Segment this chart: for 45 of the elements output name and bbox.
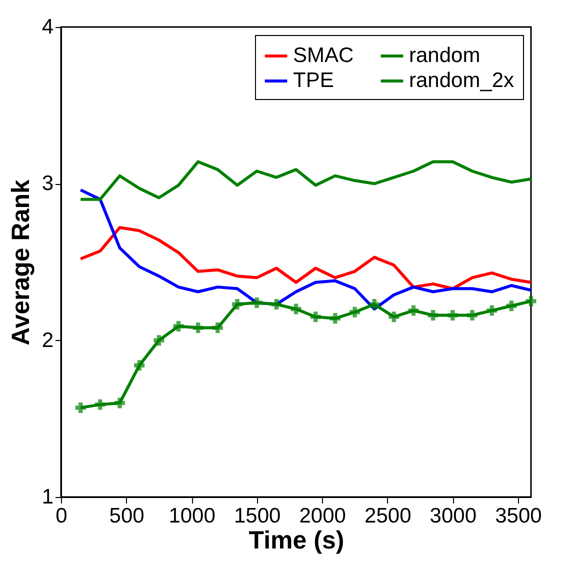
point (408, 305, 419, 316)
point (467, 310, 478, 321)
y-tick-label: 1 (42, 486, 54, 508)
legend-label: random_2x (409, 69, 515, 92)
x-tick-label: 3000 (430, 504, 477, 528)
legend-label: TPE (293, 69, 334, 92)
legend-label: SMAC (293, 44, 354, 67)
point (94, 399, 106, 410)
point (75, 402, 86, 413)
legend-label: random (409, 44, 480, 67)
point (232, 299, 242, 310)
point (350, 306, 360, 318)
point (486, 305, 498, 316)
point (290, 304, 302, 314)
point (428, 310, 438, 321)
point (271, 299, 282, 310)
x-tick-label: 3500 (495, 504, 542, 528)
point (212, 322, 223, 334)
point (506, 300, 517, 312)
y-tick-label: 2 (42, 328, 54, 352)
point (369, 299, 380, 310)
point (447, 310, 458, 321)
point (192, 322, 204, 334)
x-tick-label: 500 (109, 504, 144, 528)
line-series (79, 160, 532, 201)
point (330, 313, 340, 324)
line-series (79, 226, 532, 290)
point (388, 312, 400, 322)
point (154, 335, 164, 346)
point (134, 360, 145, 371)
y-tick-label: 3 (42, 172, 54, 196)
point (252, 297, 262, 308)
line-series (79, 188, 532, 310)
y-tick-label: 4 (42, 16, 54, 38)
point (310, 312, 321, 322)
x-tick-label: 1000 (168, 504, 216, 528)
x-tick-label: 0 (56, 504, 68, 528)
point (114, 398, 125, 408)
x-tick-label: 2500 (364, 504, 412, 528)
point (526, 296, 536, 306)
point (173, 320, 184, 332)
y-axis-title: Average Rank (6, 180, 35, 346)
x-tick-label: 2000 (299, 504, 346, 528)
x-axis-title: Time (s) (248, 526, 344, 554)
x-tick-label: 1500 (234, 504, 281, 528)
